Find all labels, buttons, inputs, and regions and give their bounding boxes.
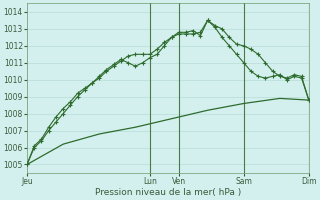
X-axis label: Pression niveau de la mer( hPa ): Pression niveau de la mer( hPa ) [95,188,241,197]
